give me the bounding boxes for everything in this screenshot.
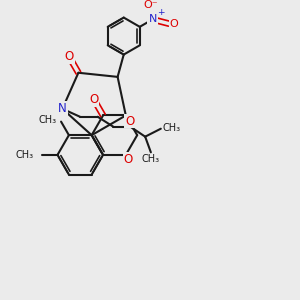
Text: O: O — [89, 93, 98, 106]
Text: O: O — [170, 19, 178, 29]
Text: +: + — [158, 8, 165, 16]
Text: O⁻: O⁻ — [143, 0, 158, 10]
Text: N: N — [148, 14, 157, 24]
Text: O: O — [124, 153, 133, 166]
Text: O: O — [125, 115, 134, 128]
Text: CH₃: CH₃ — [163, 123, 181, 133]
Text: O: O — [64, 50, 74, 63]
Text: CH₃: CH₃ — [39, 116, 57, 125]
Text: N: N — [58, 102, 67, 115]
Text: CH₃: CH₃ — [15, 150, 33, 160]
Text: CH₃: CH₃ — [142, 154, 160, 164]
